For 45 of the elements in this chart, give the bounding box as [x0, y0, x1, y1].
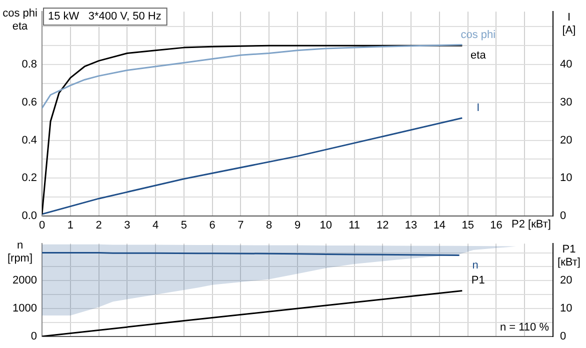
x-tick-label: 10 — [320, 220, 332, 232]
y-tick-label: 0 — [30, 330, 37, 342]
y2-tick-label: 10 — [560, 172, 572, 184]
y2-tick-label: 0 — [560, 330, 566, 342]
y-tick-label: 0.6 — [22, 96, 37, 108]
x-tick-label: 16 — [490, 220, 502, 232]
annotation: n = 110 % — [500, 321, 550, 334]
x-tick-label: 7 — [238, 220, 244, 232]
y-tick-label: 0.4 — [22, 134, 37, 146]
x-tick-label: 13 — [404, 220, 418, 232]
x-tick-label: 3 — [124, 220, 130, 232]
y2-tick-label: 10 — [560, 302, 572, 315]
y-tick-label: 0.8 — [22, 58, 37, 71]
y2-tick-label: 20 — [560, 134, 572, 146]
x-tick-label: 11 — [348, 220, 360, 232]
y2-tick-label: 20 — [560, 274, 572, 287]
series-label: cos phi — [460, 28, 496, 41]
y-axis-title: n [rpm] — [7, 240, 33, 265]
series-label: eta — [470, 50, 487, 62]
x-tick-label: 4 — [152, 220, 159, 232]
x-axis-title: P2 [кВт] — [512, 218, 551, 231]
y-tick-label: 1000 — [12, 302, 37, 315]
chart-title: 15 kW 3*400 V, 50 Hz — [48, 10, 162, 23]
x-tick-label: 6 — [209, 220, 216, 232]
x-tick-label: 2 — [96, 220, 102, 232]
y-tick-label: 2000 — [12, 274, 37, 287]
x-tick-label: 15 — [462, 220, 474, 232]
x-tick-label: 8 — [266, 220, 272, 232]
x-tick-label: 1 — [67, 220, 74, 232]
x-tick-label: 14 — [433, 220, 446, 232]
y2-axis-title: P1 [кВт] — [558, 244, 580, 269]
y-axis-title: cos phi eta — [2, 8, 38, 33]
x-tick-label: 0 — [38, 220, 46, 232]
x-tick-label: 9 — [294, 220, 301, 232]
y-tick-label: 0.2 — [22, 172, 37, 184]
series-label: P1 — [471, 274, 485, 287]
y2-tick-label: 0 — [560, 210, 566, 222]
x-tick-label: 5 — [180, 220, 188, 232]
y-tick-label: 0.0 — [22, 210, 37, 222]
y2-axis-title: I [A] — [562, 12, 576, 37]
series-label: n — [472, 259, 478, 272]
x-tick-label: 12 — [376, 220, 389, 232]
y2-tick-label: 30 — [560, 96, 572, 108]
series-label: I — [476, 102, 480, 114]
y2-tick-label: 40 — [560, 58, 572, 71]
